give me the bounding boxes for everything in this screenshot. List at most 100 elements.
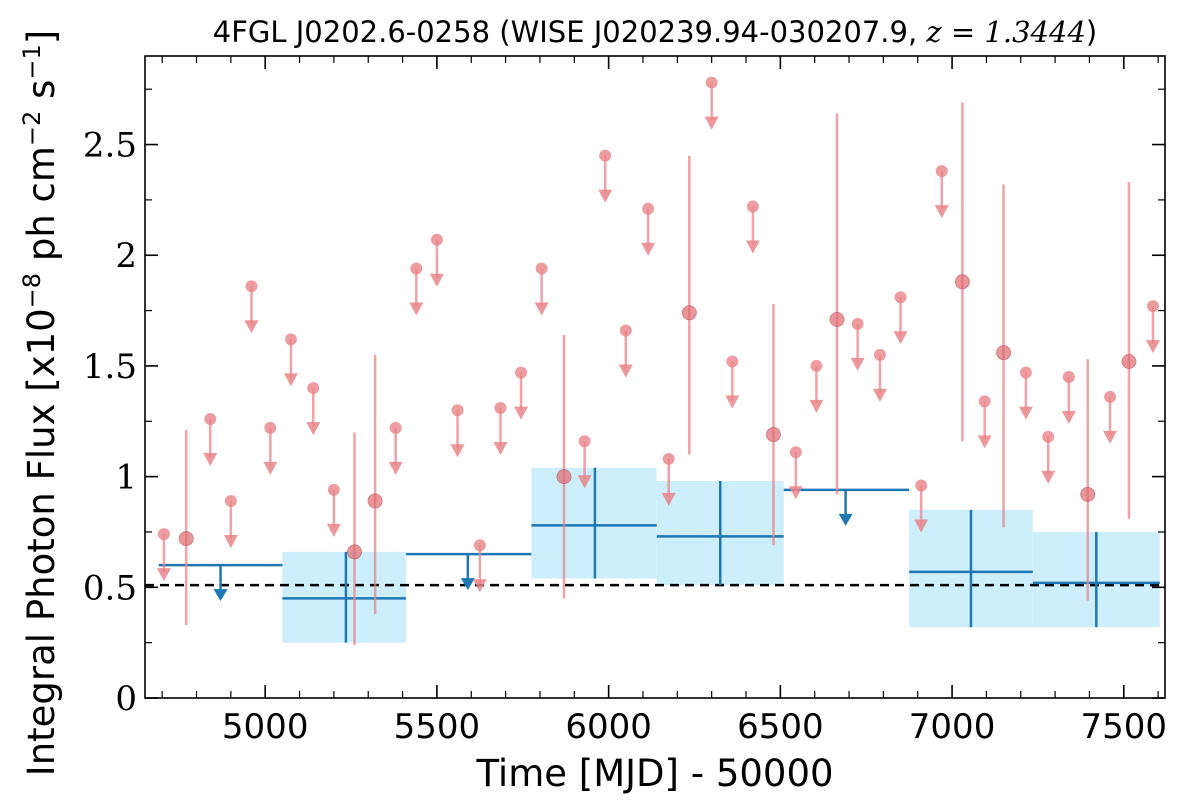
short-bin-upper-limit-point [599, 149, 612, 162]
ylabel-mid: ph cm [20, 146, 63, 273]
short-bin-upper-limit-arrow [788, 486, 803, 500]
short-bin-detection-point [765, 427, 781, 443]
short-bin-upper-limit-point [746, 200, 759, 213]
short-bin-upper-limit-arrow [977, 435, 992, 449]
short-bin-upper-limit-arrow [450, 444, 465, 458]
short-bin-upper-limit-point [1146, 300, 1159, 313]
short-bin-upper-limit-point [978, 395, 991, 408]
short-bin-upper-limit-arrow [1061, 411, 1076, 424]
short-bin-upper-limit-point [245, 280, 258, 293]
short-bin-upper-limit-arrow [893, 331, 908, 345]
short-bin-upper-limit-arrow [618, 364, 633, 378]
long-bin-layer [158, 467, 1160, 643]
short-bin-upper-limit-point [851, 317, 864, 330]
short-bin-upper-limit-point [705, 76, 718, 89]
y-tick-label: 0.5 [83, 568, 137, 608]
x-tick-label: 5500 [394, 707, 481, 747]
short-bin-upper-limit-point [430, 233, 443, 246]
short-bin-upper-limit-arrow [534, 302, 549, 316]
x-tick-label: 5000 [222, 707, 309, 747]
short-bin-upper-limit-point [515, 366, 528, 379]
short-bin-upper-limit-point [915, 479, 928, 492]
short-bin-upper-limit-point [789, 446, 802, 459]
short-bin-detection-point [367, 493, 383, 509]
short-bin-upper-limit-point [642, 202, 655, 215]
short-bin-upper-limit-point [473, 539, 486, 552]
short-bin-detection-point [681, 305, 697, 321]
short-bin-upper-limit-arrow [661, 492, 676, 506]
short-bin-upper-limit-point [307, 382, 320, 395]
short-bin-upper-limit-arrow [409, 302, 424, 316]
y-tick-label: 2 [115, 236, 137, 276]
short-bin-upper-limit-point [726, 355, 739, 368]
ylabel-suffix: ] [20, 30, 63, 44]
short-bin-upper-limit-arrow [493, 441, 508, 455]
short-bin-upper-limit-point [894, 291, 907, 304]
x-axis-label: Time [MJD] - 50000 [475, 752, 833, 795]
long-bin-upper-limit-arrow [460, 578, 475, 591]
short-bin-upper-limit-arrow [641, 242, 656, 256]
ylabel-exp2: −2 [18, 111, 46, 146]
short-bin-upper-limit-point [494, 401, 507, 414]
short-bin-upper-limit-arrow [872, 388, 887, 402]
short-bin-upper-limit-arrow [472, 579, 487, 593]
short-bin-upper-limit-point [284, 333, 297, 346]
short-bin-upper-limit-point [1062, 371, 1075, 383]
x-tick-label: 7500 [1081, 707, 1168, 747]
short-bin-upper-limit-arrow [514, 406, 529, 420]
short-bin-upper-limit-point [935, 165, 948, 178]
short-bin-detection-point [346, 544, 362, 560]
short-bin-upper-limit-arrow [429, 273, 444, 287]
ylabel-mid2: s [20, 80, 63, 111]
y-tick-label: 1.5 [83, 347, 137, 387]
short-bin-detection-point [829, 311, 845, 327]
tick-labels: 5000 5500 6000 6500 7000 7500 0 0.5 1 1.5 2 2.5 [83, 126, 1167, 747]
short-bin-upper-limit-point [157, 528, 170, 541]
short-bin-upper-limit-point [1019, 366, 1032, 379]
short-bin-upper-limit-point [451, 404, 464, 417]
short-bin-upper-limit-point [224, 494, 237, 507]
short-bin-upper-limit-arrow [745, 240, 760, 254]
short-bin-upper-limit-arrow [577, 475, 592, 489]
short-bin-upper-limit-arrow [203, 453, 218, 467]
short-bin-upper-limit-point [204, 413, 217, 426]
short-bin-upper-limit-point [1042, 430, 1055, 443]
short-bin-upper-limit-point [327, 483, 340, 496]
title-main: 4FGL J0202.6-0258 (WISE J020239.94-03020… [213, 15, 927, 49]
short-bin-upper-limit-point [389, 421, 402, 434]
short-bin-detection-point [178, 531, 194, 547]
short-bin-upper-limit-arrow [725, 395, 740, 409]
short-bin-upper-limit-point [264, 421, 277, 434]
short-bin-upper-limit-arrow [388, 461, 403, 475]
x-tick-label: 6500 [737, 707, 824, 747]
y-tick-label: 1 [115, 458, 137, 498]
short-bin-upper-limit-point [578, 435, 591, 448]
short-bin-detection-point [1121, 354, 1137, 370]
short-bin-upper-limit-point [810, 359, 823, 372]
short-bin-upper-limit-arrow [598, 189, 613, 203]
plot-frame [144, 55, 1166, 699]
short-bin-upper-limit-point [873, 348, 886, 361]
chart-title: 4FGL J0202.6-0258 (WISE J020239.94-03020… [213, 15, 1097, 49]
axes-frame [144, 55, 1166, 699]
short-bin-upper-limit-arrow [1041, 470, 1056, 484]
short-bin-upper-limit-arrow [156, 568, 171, 582]
y-tick-label: 2.5 [83, 126, 137, 166]
short-bin-upper-limit-arrow [850, 357, 865, 371]
short-bin-layer [156, 76, 1160, 645]
y-axis-label: Integral Photon Flux [x10−8 ph cm−2 s−1] [18, 30, 63, 776]
short-bin-detection-point [1080, 486, 1096, 502]
short-bin-upper-limit-arrow [1145, 340, 1160, 354]
short-bin-detection-point [556, 469, 572, 485]
short-bin-upper-limit-arrow [704, 116, 719, 130]
short-bin-upper-limit-arrow [326, 523, 341, 537]
short-bin-upper-limit-point [410, 262, 423, 275]
ylabel-prefix: Integral Photon Flux [x10 [20, 308, 63, 776]
ylabel-exp1: −8 [18, 273, 46, 308]
x-tick-label: 6000 [565, 707, 652, 747]
x-tick-label: 7000 [909, 707, 996, 747]
short-bin-detection-point [996, 345, 1012, 361]
short-bin-upper-limit-arrow [244, 320, 259, 334]
title-redshift: z = 1.3444 [925, 15, 1086, 49]
